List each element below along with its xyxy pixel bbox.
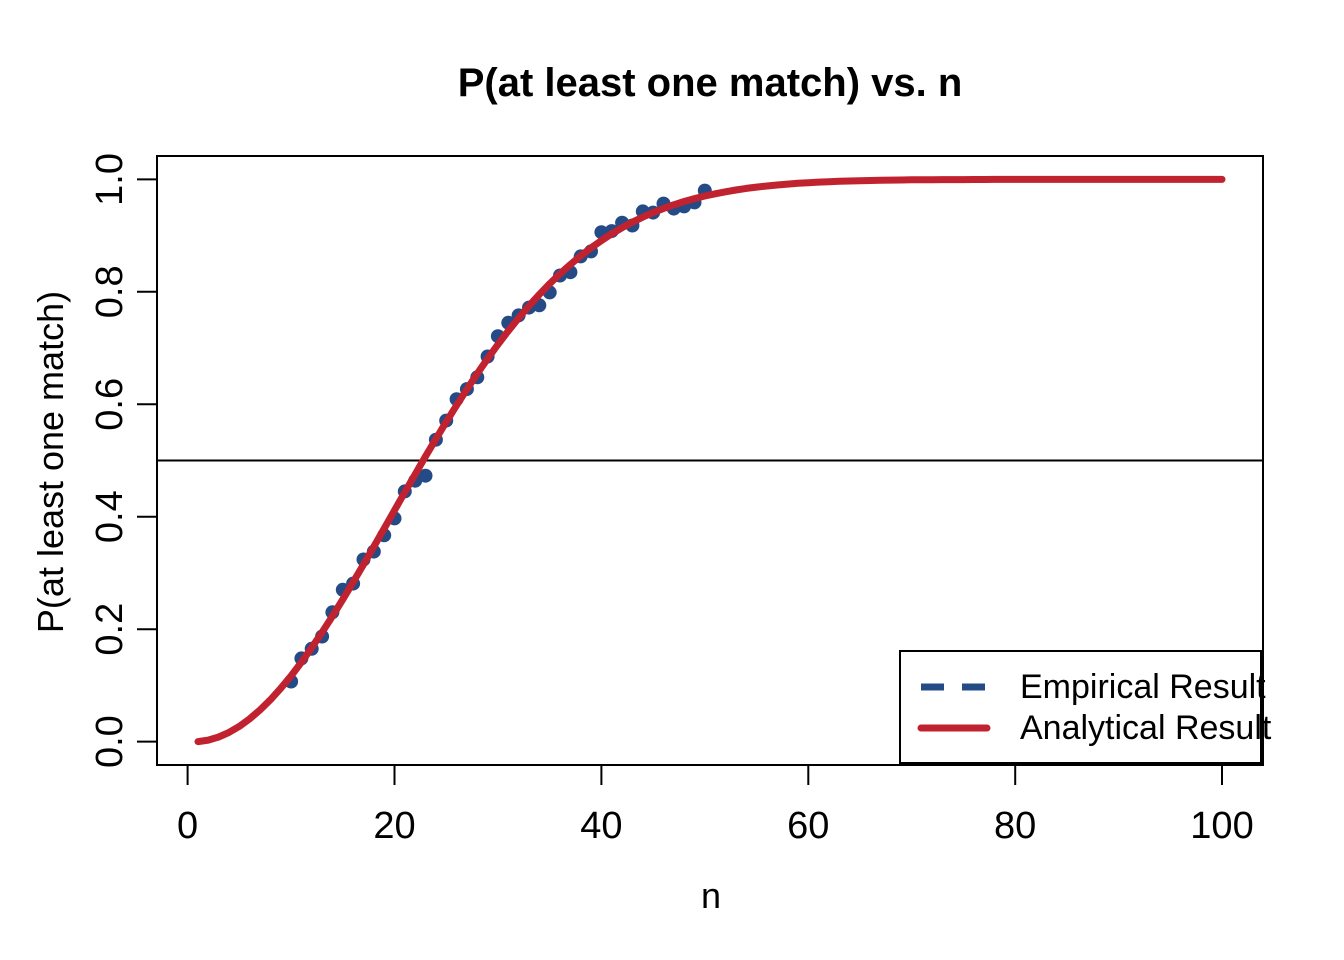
x-axis-label: n <box>701 875 721 916</box>
plot-area: 0 20 40 60 80 100 0.0 0.2 0.4 0.6 0.8 1.0 <box>89 153 1264 847</box>
legend-box <box>899 650 1262 764</box>
y-tick-label: 0.4 <box>89 490 131 543</box>
y-tick-label: 0.6 <box>89 378 131 431</box>
y-tick-label: 0.2 <box>89 603 131 656</box>
data-point <box>418 468 433 483</box>
y-tick-label: 1.0 <box>89 153 131 206</box>
y-tick-label: 0.8 <box>89 265 131 318</box>
x-tick-label: 100 <box>1190 805 1253 847</box>
chart-title: P(at least one match) vs. n <box>458 61 963 105</box>
legend-label-analytical: Analytical Result <box>1020 709 1272 747</box>
y-tick-label: 0.0 <box>89 715 131 768</box>
analytical-curve <box>194 175 1226 746</box>
plot-frame <box>156 155 1264 766</box>
legend-label-empirical: Empirical Result <box>1020 668 1266 706</box>
x-tick-label: 20 <box>373 805 415 847</box>
x-tick-label: 40 <box>580 805 622 847</box>
x-tick-label: 80 <box>994 805 1036 847</box>
legend: Empirical Result Analytical Result <box>899 650 1272 764</box>
y-axis-label: P(at least one match) <box>30 291 71 633</box>
x-tick-label: 60 <box>787 805 829 847</box>
x-tick-label: 0 <box>177 805 198 847</box>
